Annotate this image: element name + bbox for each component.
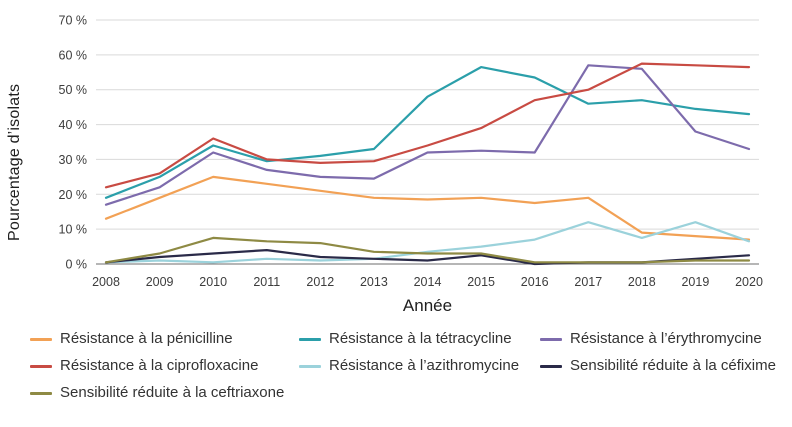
x-tick-label: 2010 <box>199 275 227 289</box>
legend-label: Résistance à la pénicilline <box>60 330 233 347</box>
legend-item: Sensibilité réduite à la ceftriaxone <box>30 384 299 402</box>
x-tick-label: 2018 <box>628 275 656 289</box>
x-tick-label: 2019 <box>681 275 709 289</box>
series-line-4 <box>104 221 751 264</box>
y-tick-label: 40 % <box>59 118 88 132</box>
legend-label: Sensibilité réduite à la ceftriaxone <box>60 384 285 401</box>
x-tick-label: 2013 <box>360 275 388 289</box>
y-tick-label: 50 % <box>59 83 88 97</box>
legend-label: Résistance à l’azithromycine <box>329 357 520 374</box>
x-axis-title: Année <box>402 296 453 315</box>
legend-item: Résistance à la tétracycline <box>299 330 540 348</box>
legend-swatch <box>540 337 562 341</box>
y-tick-label: 10 % <box>59 223 88 237</box>
legend-label: Résistance à la ciprofloxacine <box>60 357 259 374</box>
x-tick-label: 2011 <box>253 275 280 289</box>
legend-item: Résistance à la pénicilline <box>30 330 299 348</box>
x-tick-label: 2014 <box>414 275 442 289</box>
legend: Résistance à la pénicilline Résistance à … <box>30 330 792 402</box>
legend-item: Résistance à la ciprofloxacine <box>30 357 299 375</box>
y-tick-label: 0 % <box>65 258 87 272</box>
series-line-3 <box>104 62 751 189</box>
y-tick-label: 70 % <box>59 14 88 28</box>
y-axis-title: Pourcentage d’isolats <box>6 83 23 241</box>
x-tick-label: 2017 <box>574 275 602 289</box>
line-chart: 0 % 10 % 20 % 30 % 40 % 50 % 60 % 70 % 2008 2009 2… <box>59 14 763 290</box>
series-line-6 <box>104 236 751 264</box>
legend-swatch <box>299 337 321 341</box>
legend-swatch <box>30 391 52 395</box>
y-tick-label: 30 % <box>59 153 88 167</box>
series-line-0 <box>104 175 751 241</box>
x-tick-label: 2016 <box>521 275 549 289</box>
x-tick-label: 2020 <box>735 275 763 289</box>
legend-label: Sensibilité réduite à la céfixime <box>570 357 776 374</box>
legend-swatch <box>30 337 52 341</box>
x-tick-label: 2015 <box>467 275 495 289</box>
legend-swatch <box>299 364 321 368</box>
y-tick-label: 20 % <box>59 188 88 202</box>
legend-swatch <box>30 364 52 368</box>
y-tick-label: 60 % <box>59 48 88 62</box>
legend-label: Résistance à l’érythromycine <box>570 330 762 347</box>
series-line-2 <box>104 64 751 206</box>
series-line-1 <box>104 65 751 199</box>
legend-item: Sensibilité réduite à la céfixime <box>540 357 792 375</box>
legend-item: Résistance à l’érythromycine <box>540 330 792 348</box>
x-tick-label: 2012 <box>306 275 334 289</box>
legend-label: Résistance à la tétracycline <box>329 330 512 347</box>
legend-swatch <box>540 364 562 368</box>
x-tick-label: 2008 <box>92 275 120 289</box>
legend-item: Résistance à l’azithromycine <box>299 357 540 375</box>
x-tick-label: 2009 <box>146 275 174 289</box>
chart-area: Pourcentage d’isolats 0 % 10 % 20 % 30 % 40 … <box>0 6 792 294</box>
